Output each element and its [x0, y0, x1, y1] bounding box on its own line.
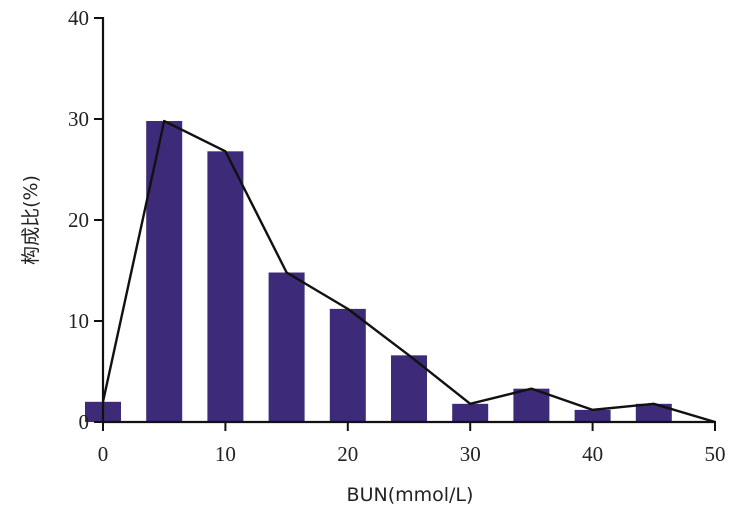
x-tick-label: 0: [98, 442, 109, 466]
y-axis-title: 构成比(%): [20, 175, 42, 265]
bar-20: [329, 308, 366, 422]
bar-40: [574, 409, 611, 422]
x-tick-label: 40: [582, 442, 603, 466]
y-tick-label: 10: [68, 309, 89, 333]
x-axis-title: BUN(mmol/L): [347, 484, 474, 506]
frequency-polygon-line: [101, 119, 716, 424]
bar-45: [635, 403, 672, 422]
bars: [85, 121, 672, 423]
bar-15: [268, 272, 305, 422]
y-tick-label: 0: [79, 410, 90, 434]
x-tick-label: 20: [337, 442, 358, 466]
x-tick-label: 10: [215, 442, 236, 466]
x-tick-label: 50: [705, 442, 726, 466]
y-axis-ticks: 0 10 20 30 40: [68, 6, 103, 434]
bar-35: [513, 388, 550, 422]
bar-25: [391, 355, 427, 422]
x-axis-ticks: 0 10 20 30 40 50: [98, 422, 726, 466]
y-tick-label: 20: [68, 208, 89, 232]
y-tick-label: 30: [68, 107, 89, 131]
x-tick-label: 30: [460, 442, 481, 466]
y-tick-label: 40: [68, 6, 89, 30]
bar-10: [207, 151, 244, 422]
bar-30: [452, 403, 489, 422]
bar-5: [146, 121, 183, 423]
